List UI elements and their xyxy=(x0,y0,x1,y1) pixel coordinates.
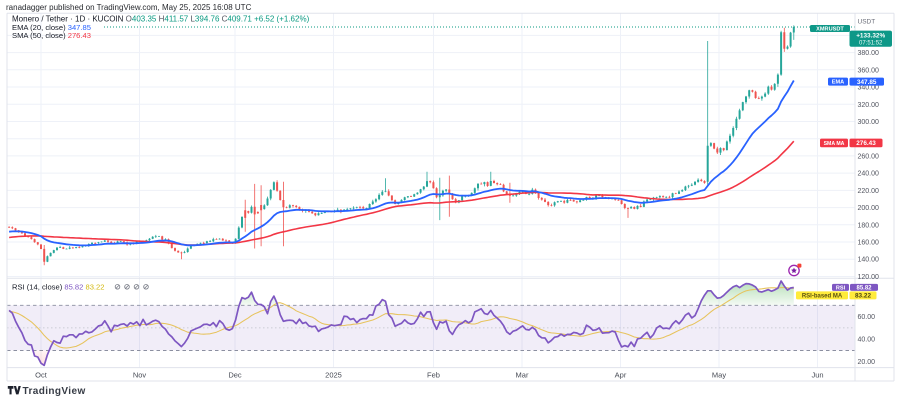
svg-text:60.00: 60.00 xyxy=(858,314,876,321)
svg-text:Oct: Oct xyxy=(35,370,48,379)
svg-text:240.00: 240.00 xyxy=(858,171,880,178)
svg-text:USDT: USDT xyxy=(858,19,876,26)
svg-text:20.00: 20.00 xyxy=(858,359,876,366)
svg-text:Dec: Dec xyxy=(228,370,242,379)
svg-text:40.00: 40.00 xyxy=(858,337,876,344)
svg-text:Jun: Jun xyxy=(811,370,823,379)
svg-text:360.00: 360.00 xyxy=(858,67,880,74)
svg-text:300.00: 300.00 xyxy=(858,119,880,126)
svg-text:276.43: 276.43 xyxy=(856,140,876,147)
svg-text:EMA (20, close) 347.85: EMA (20, close) 347.85 xyxy=(12,23,91,32)
svg-text:120.00: 120.00 xyxy=(858,274,880,281)
svg-text:SMA (50, close) 276.43: SMA (50, close) 276.43 xyxy=(12,31,91,40)
svg-text:180.00: 180.00 xyxy=(858,222,880,229)
svg-text:SMA MA: SMA MA xyxy=(824,141,845,147)
svg-text:Nov: Nov xyxy=(133,370,147,379)
svg-text:TradingView: TradingView xyxy=(23,386,86,397)
svg-text:85.82: 85.82 xyxy=(856,285,872,291)
svg-text:380.00: 380.00 xyxy=(858,50,880,57)
svg-text:07:51:52: 07:51:52 xyxy=(859,41,883,47)
svg-text:EMA: EMA xyxy=(832,80,844,86)
svg-text:RSI (14, close) 85.82 83.22: RSI (14, close) 85.82 83.22 xyxy=(12,283,105,292)
svg-text:160.00: 160.00 xyxy=(858,240,880,247)
svg-text:347.85: 347.85 xyxy=(857,79,877,86)
svg-text:RSI: RSI xyxy=(836,285,846,291)
svg-text:220.00: 220.00 xyxy=(858,188,880,195)
svg-text:+133.32%: +133.32% xyxy=(856,33,885,40)
svg-text:Mar: Mar xyxy=(516,370,529,379)
svg-text:140.00: 140.00 xyxy=(858,257,880,264)
svg-text:Monero / Tether · 1D · KUCOIN: Monero / Tether · 1D · KUCOIN O403.35 H4… xyxy=(12,15,310,24)
svg-text:260.00: 260.00 xyxy=(858,153,880,160)
svg-text:200.00: 200.00 xyxy=(858,205,880,212)
svg-text:XMRUSDT: XMRUSDT xyxy=(816,26,844,32)
svg-text:340.00: 340.00 xyxy=(858,85,880,92)
svg-text:RSI-based MA: RSI-based MA xyxy=(802,294,843,300)
svg-text:Feb: Feb xyxy=(427,370,440,379)
svg-text:May: May xyxy=(712,370,726,379)
svg-text:Apr: Apr xyxy=(615,370,627,379)
svg-text:83.22: 83.22 xyxy=(855,293,871,300)
svg-text:320.00: 320.00 xyxy=(858,102,880,109)
svg-text:ranadagger published on Tradin: ranadagger published on TradingView.com,… xyxy=(6,3,252,12)
svg-text:2025: 2025 xyxy=(325,370,342,379)
